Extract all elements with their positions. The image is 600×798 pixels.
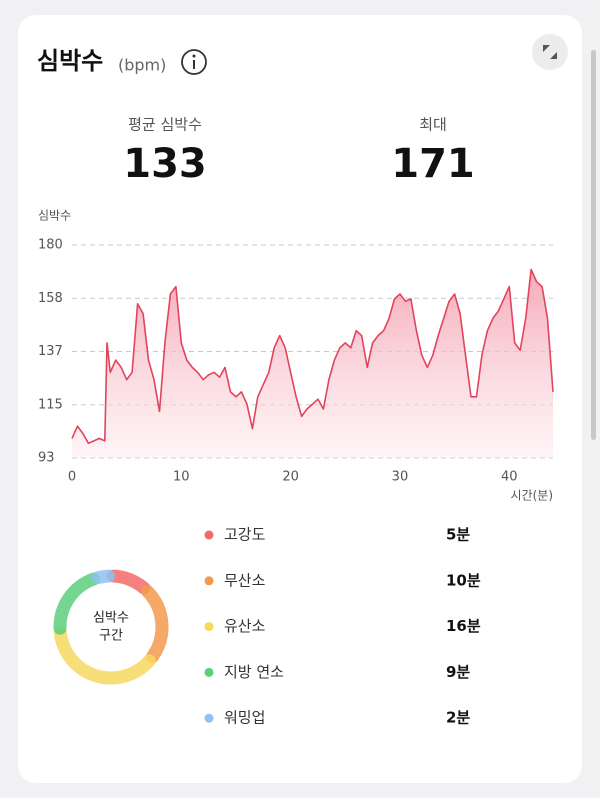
zone-name: 고강도	[224, 526, 266, 544]
stat-label: 최대	[419, 116, 447, 134]
y-tick-label: 93	[38, 451, 55, 466]
zone-duration: 16분	[446, 617, 481, 635]
x-tick-label: 0	[68, 470, 76, 485]
x-axis-label: 시간(분)	[511, 489, 553, 503]
legend-dot	[204, 667, 214, 677]
stat-value: 133	[123, 141, 207, 187]
info-button[interactable]	[181, 49, 207, 75]
scrollbar	[591, 50, 596, 440]
zone-name: 무산소	[224, 571, 266, 589]
zone-duration: 9분	[446, 663, 470, 681]
donut-segment	[53, 572, 101, 635]
x-tick-label: 30	[392, 470, 409, 485]
donut-segment	[53, 626, 156, 685]
unit: (bpm)	[118, 56, 166, 75]
legend-dot	[204, 530, 214, 540]
y-axis-label: 심박수	[38, 209, 71, 223]
stat-value: 171	[391, 141, 475, 187]
stat-label: 평균 심박수	[128, 116, 202, 134]
zone-name: 워밍업	[224, 709, 265, 727]
area	[72, 269, 553, 458]
x-tick-label: 20	[282, 470, 299, 485]
zone-name: 유산소	[224, 617, 266, 635]
donut-segment	[91, 569, 115, 585]
donut-segment	[107, 569, 151, 595]
title: 심박수	[37, 47, 103, 75]
y-tick-label: 115	[38, 397, 63, 412]
zone-name: 지방 연소	[224, 663, 284, 681]
legend-dot	[204, 576, 214, 586]
y-tick-label: 137	[38, 344, 63, 359]
legend-dot	[204, 622, 214, 632]
donut-segment	[141, 584, 169, 664]
y-tick-label: 158	[38, 291, 63, 306]
zone-duration: 2분	[446, 709, 470, 727]
y-tick-label: 180	[38, 238, 63, 253]
donut-center-label: 심박수	[93, 611, 129, 626]
expand-button[interactable]	[532, 34, 568, 70]
legend-dot	[204, 713, 214, 723]
line	[71, 268, 554, 445]
card	[18, 15, 582, 783]
donut-center-label: 구간	[99, 629, 123, 644]
zone-duration: 10분	[446, 571, 481, 589]
x-tick-label: 40	[501, 470, 518, 485]
zone-duration: 5분	[446, 526, 470, 544]
x-tick-label: 10	[173, 470, 190, 485]
